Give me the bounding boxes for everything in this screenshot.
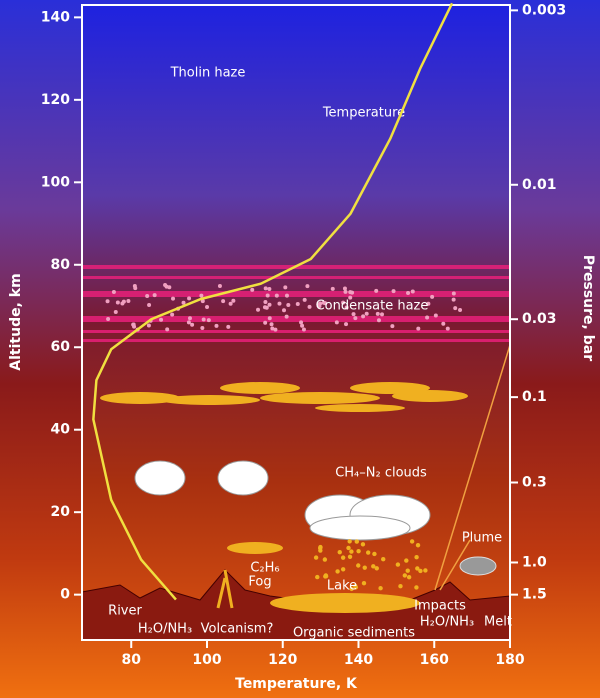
lake: [270, 593, 420, 613]
y-tick-label: 120: [41, 92, 70, 108]
annotation: Condensate haze: [316, 299, 429, 314]
y-axis-title: Altitude, km: [8, 273, 24, 370]
annotation: Melt: [484, 615, 512, 630]
x-axis-title: Temperature, K: [235, 676, 358, 692]
y2-tick-label: 0.1: [522, 389, 547, 405]
annotation: Impacts: [414, 599, 466, 614]
annotation: C₂H₆: [250, 561, 279, 576]
y-tick-label: 100: [41, 174, 70, 190]
y-tick-label: 0: [60, 587, 70, 603]
annotation: River: [108, 604, 142, 619]
annotation: Organic sediments: [293, 626, 415, 641]
x-tick-label: 140: [344, 652, 373, 668]
y2-axis-title: Pressure, bar: [580, 255, 596, 361]
annotation: Plume: [462, 531, 502, 546]
annotation: CH₄–N₂ clouds: [335, 466, 427, 481]
methane-clouds: [134, 460, 431, 541]
y2-tick-label: 1.5: [522, 587, 547, 603]
x-tick-label: 100: [192, 652, 221, 668]
rain: [313, 539, 428, 592]
y2-tick-label: 0.03: [522, 311, 557, 327]
y-tick-label: 60: [51, 339, 71, 355]
annotation: H₂O/NH₃: [420, 615, 474, 630]
lava: [216, 569, 234, 609]
y2-tick-label: 0.3: [522, 474, 547, 490]
x-tick-label: 180: [495, 652, 524, 668]
y2-tick-label: 1.0: [522, 554, 547, 570]
impact-lines: [434, 344, 511, 591]
annotation: H₂O/NH₃: [138, 622, 192, 637]
x-tick-label: 160: [420, 652, 449, 668]
annotation: Fog: [248, 575, 271, 590]
haze-particles: [105, 283, 463, 332]
annotation: Volcanism?: [201, 622, 274, 637]
y2-tick-label: 0.003: [522, 2, 566, 18]
y-tick-label: 40: [51, 422, 71, 438]
annotation: Tholin haze: [170, 66, 246, 81]
temperature-curve: [92, 2, 454, 601]
y-tick-label: 20: [51, 504, 71, 520]
plume-cloud: [459, 556, 497, 576]
y-tick-label: 140: [41, 9, 70, 25]
cloud-layer: [100, 382, 468, 412]
y-tick-label: 80: [51, 257, 71, 273]
x-tick-label: 120: [268, 652, 297, 668]
x-tick-label: 80: [121, 652, 141, 668]
legend-label: Temperature: [322, 106, 405, 121]
annotation: Lake: [327, 579, 357, 594]
fog: [227, 542, 283, 554]
plot-area: [82, 5, 510, 640]
frame: [81, 4, 511, 641]
y2-tick-label: 0.01: [522, 177, 557, 193]
